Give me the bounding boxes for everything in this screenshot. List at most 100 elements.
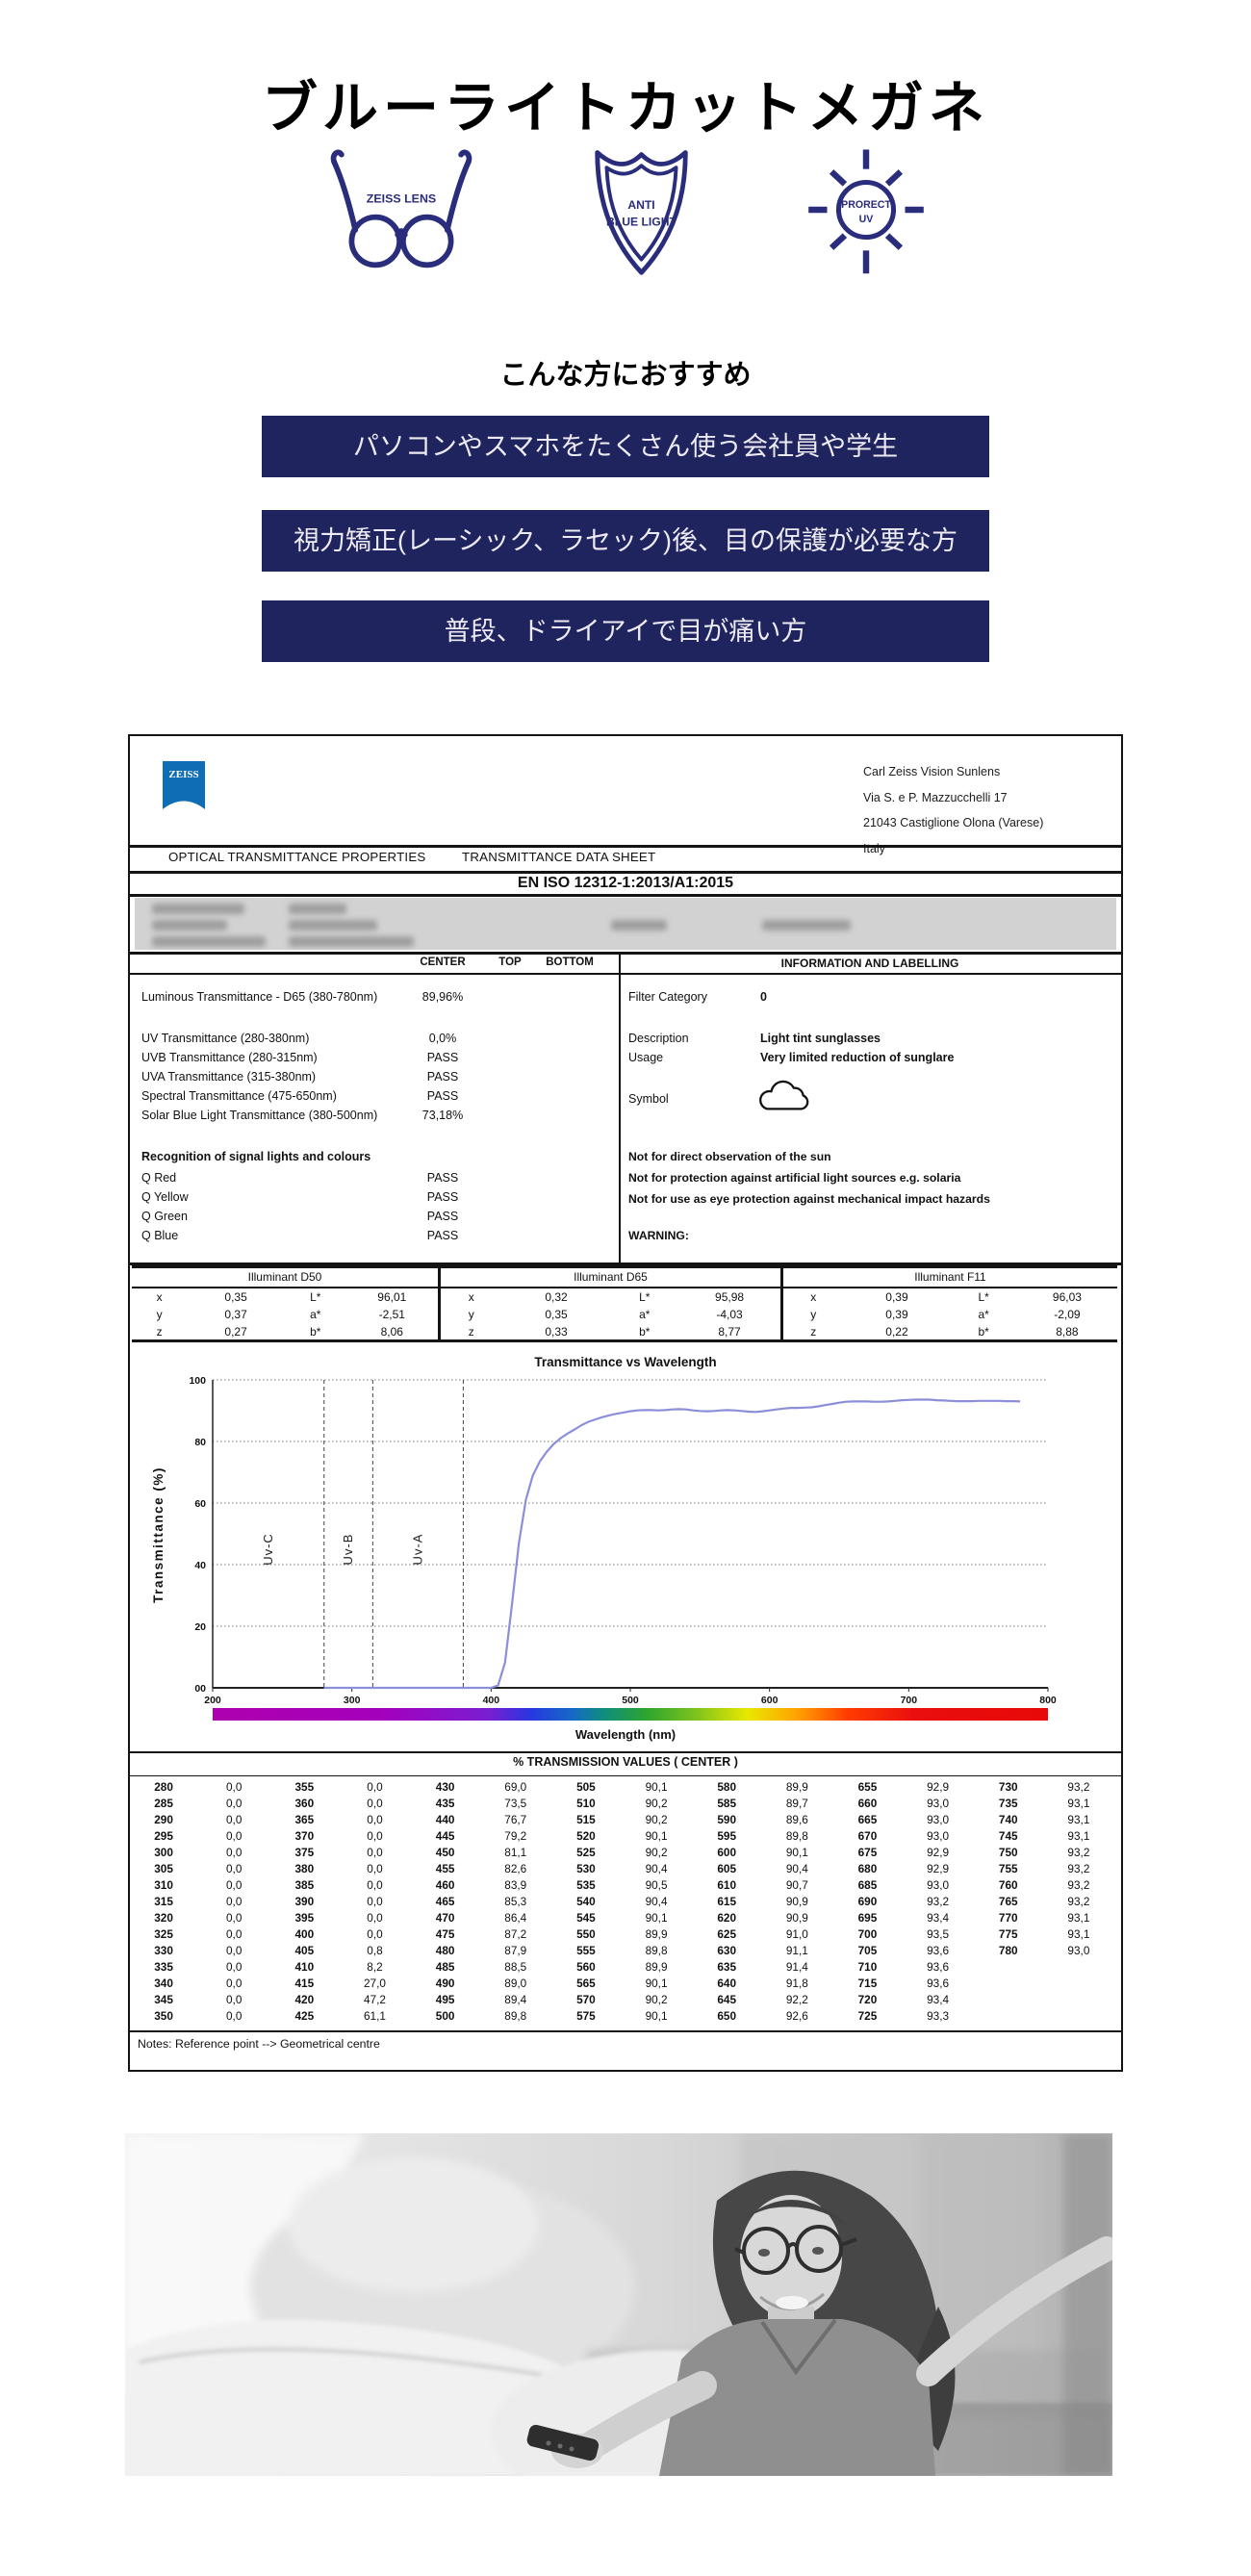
table-row: 290 0,0 365 0,0 440 76,7 515 90,2 590 89,6 665 93,0… — [133, 1811, 1118, 1827]
illuminant-f11-title: Illuminant F11 — [783, 1268, 1117, 1288]
table-cell: 320 — [154, 1910, 173, 1925]
table-cell: 420 — [294, 1992, 315, 2006]
info-label: Symbol — [628, 1092, 669, 1106]
table-cell: b* — [978, 1325, 989, 1339]
table-cell: 90,1 — [645, 1779, 668, 1794]
table-cell: 89,4 — [504, 1992, 527, 2006]
x-tick-label: 800 — [1039, 1695, 1057, 1706]
zeiss-lens-label: ZEISS LENS — [367, 191, 436, 205]
recognition-title: Recognition of signal lights and colours — [141, 1150, 370, 1167]
sun-label-line2: UV — [859, 213, 874, 224]
table-cell: x — [468, 1290, 474, 1304]
table-cell: 8,88 — [1056, 1325, 1079, 1339]
zeiss-lens-glasses-icon: ZEISS LENS — [330, 149, 472, 268]
table-cell: 93,1 — [1067, 1796, 1090, 1810]
recommend-banner-3: 普段、ドライアイで目が痛い方 — [262, 600, 989, 662]
table-cell: 0,0 — [367, 1828, 383, 1843]
measurement-value: 89,96% — [421, 990, 464, 1004]
table-cell: 0,32 — [545, 1290, 568, 1304]
table-cell: 89,9 — [645, 1959, 668, 1974]
table-cell: L* — [310, 1290, 321, 1304]
table-cell: 570 — [576, 1992, 596, 2006]
table-cell: 585 — [717, 1796, 737, 1810]
table-cell: 89,9 — [785, 1779, 808, 1794]
table-cell: 90,1 — [645, 1976, 668, 1990]
table-cell: L* — [639, 1290, 651, 1304]
table-cell: 90,1 — [645, 1828, 668, 1843]
table-row: 320 0,0 395 0,0 470 86,4 545 90,1 620 90,9 695 93,4… — [133, 1909, 1118, 1926]
table-cell: 335 — [154, 1959, 173, 1974]
table-cell: 550 — [576, 1926, 596, 1941]
table-cell: 0,0 — [367, 1845, 383, 1859]
table-cell: 635 — [717, 1959, 737, 1974]
table-cell: 690 — [857, 1894, 878, 1908]
table-cell: 90,2 — [645, 1796, 668, 1810]
table-cell — [978, 1991, 1039, 2007]
recommend-heading: こんな方におすすめ — [499, 360, 752, 391]
table-cell: 92,6 — [785, 2008, 808, 2023]
table-cell: 93,3 — [927, 2008, 950, 2023]
illuminant-d65-table: Illuminant D65 x 0,32 L* 95,98 y 0,35 a* -4,03 z… — [441, 1268, 783, 1339]
table-cell: 390 — [294, 1894, 315, 1908]
sun-label-line1: PRORECT — [841, 199, 891, 211]
table-cell: 525 — [576, 1845, 596, 1859]
table-row: z 0,33 b* 8,77 — [441, 1323, 780, 1340]
table-cell: 93,4 — [927, 1992, 950, 2006]
table-cell: 750 — [998, 1845, 1018, 1859]
table-cell: 93,0 — [1067, 1943, 1090, 1957]
table-cell: 79,2 — [504, 1828, 527, 1843]
recommend-banner-2: 視力矯正(レーシック、ラセック)後、目の保護が必要な方 — [262, 510, 989, 572]
table-cell: 605 — [717, 1861, 737, 1875]
cloud-icon — [759, 1080, 809, 1110]
table-row: x 0,39 L* 96,03 — [783, 1288, 1117, 1306]
table-cell: 0,0 — [226, 1861, 243, 1875]
measurement-value: 73,18% — [421, 1109, 464, 1122]
table-cell: -2,09 — [1054, 1308, 1081, 1321]
table-cell: 47,2 — [364, 1992, 386, 2006]
table-cell: 315 — [154, 1894, 173, 1908]
table-cell: 415 — [294, 1976, 315, 1990]
table-cell: 685 — [857, 1877, 878, 1892]
table-cell: 740 — [998, 1812, 1018, 1826]
table-row: 340 0,0 415 27,0 490 89,0 565 90,1 640 91,8 715 93,… — [133, 1975, 1118, 1991]
info-labelling-title: INFORMATION AND LABELLING — [780, 956, 959, 970]
table-cell: 775 — [998, 1926, 1018, 1941]
y-tick-label: 00 — [194, 1683, 206, 1695]
table-cell: 280 — [154, 1779, 173, 1794]
anti-blue-light-shield-icon: ANTI BLUE LIGHT — [595, 149, 688, 275]
table-cell: -4,03 — [716, 1308, 743, 1321]
uv-region-label: Uv-C — [261, 1533, 275, 1566]
divider — [130, 1262, 1121, 1265]
table-cell: 355 — [294, 1779, 315, 1794]
table-cell: 600 — [717, 1845, 737, 1859]
table-cell: 93,2 — [1067, 1845, 1090, 1859]
table-cell: 0,0 — [226, 1812, 243, 1826]
table-cell: 90,1 — [645, 1910, 668, 1925]
measurement-label: Q Yellow — [141, 1190, 189, 1204]
table-cell: 96,01 — [377, 1290, 407, 1304]
table-cell: 490 — [435, 1976, 455, 1990]
table-row: 335 0,0 410 8,2 485 88,5 560 89,9 635 91,4 710 93,6 — [133, 1958, 1118, 1975]
table-cell: 87,2 — [504, 1926, 527, 1941]
uv-region-label: Uv-B — [341, 1534, 355, 1566]
info-label: Usage — [628, 1051, 664, 1064]
table-cell: 565 — [576, 1976, 596, 1990]
table-cell: 91,1 — [785, 1943, 808, 1957]
warning-label: WARNING: — [628, 1229, 689, 1242]
table-cell: 93,0 — [927, 1812, 950, 1826]
table-cell: y — [468, 1308, 474, 1321]
measurement-label: Spectral Transmittance (475-650nm) — [141, 1089, 337, 1103]
table-cell: 730 — [998, 1779, 1018, 1794]
table-cell: 505 — [576, 1779, 596, 1794]
table-cell: 90,2 — [645, 1812, 668, 1826]
woman-smile — [776, 2296, 808, 2309]
table-cell: 90,4 — [785, 1861, 808, 1875]
measurement-row: Luminous Transmittance - D65 (380-780nm)… — [141, 990, 463, 1007]
table-cell: 0,0 — [367, 1796, 383, 1810]
info-label: Description — [628, 1032, 689, 1045]
info-row: Description Light tint sunglasses — [628, 1032, 881, 1049]
table-cell: 475 — [435, 1926, 455, 1941]
recognition-title-text: Recognition of signal lights and colours — [141, 1150, 371, 1163]
section-title-row: OPTICAL TRANSMITTANCE PROPERTIES TRANSMI… — [130, 850, 1121, 869]
measurement-row: UV Transmittance (280-380nm) 0,0% — [141, 1032, 456, 1049]
